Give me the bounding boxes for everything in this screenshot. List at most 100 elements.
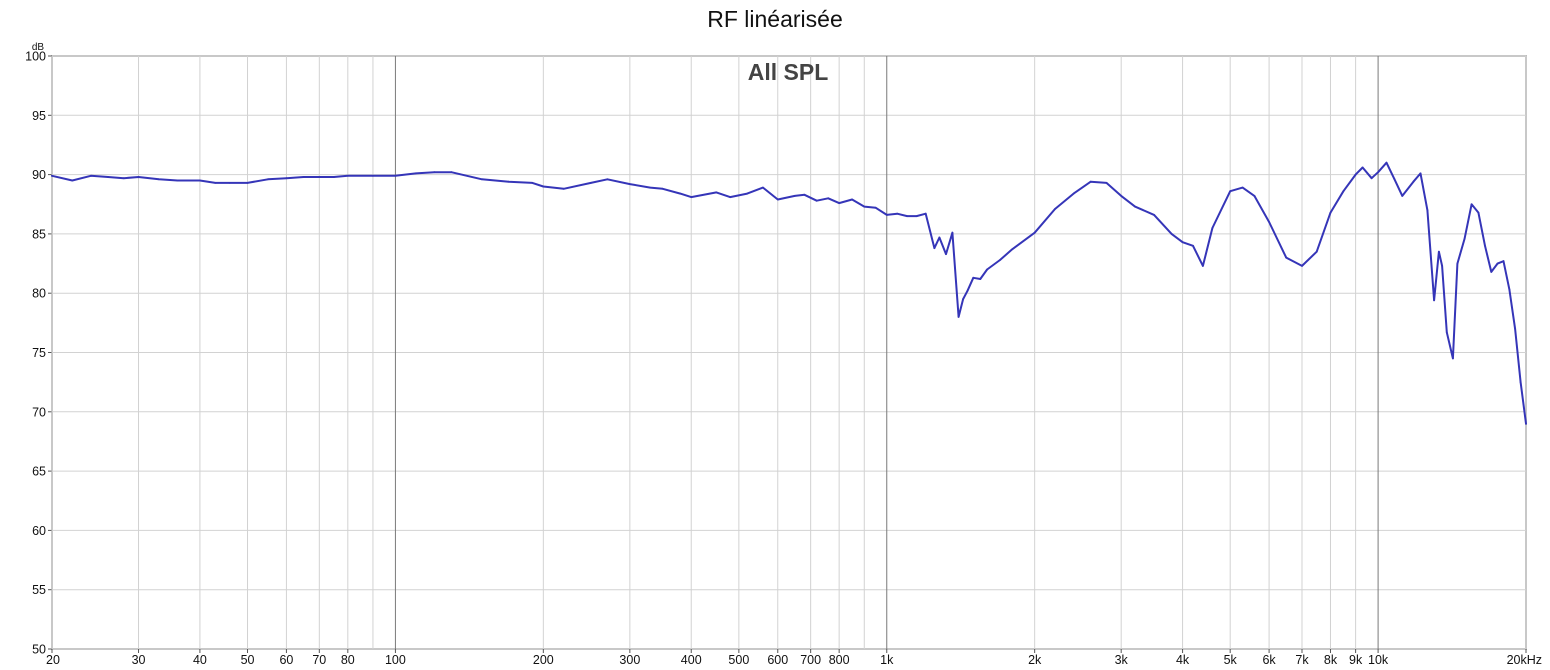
data-point <box>1441 265 1443 267</box>
x-tick-label: 4k <box>1176 653 1190 667</box>
data-point <box>1229 190 1232 193</box>
data-point <box>346 174 349 177</box>
data-point <box>1072 192 1075 195</box>
data-point <box>776 198 779 201</box>
x-tick-label: 80 <box>341 653 355 667</box>
y-axis-unit-label: dB <box>32 42 45 53</box>
x-tick-label: 3k <box>1115 653 1129 667</box>
data-point <box>90 174 92 177</box>
data-point <box>1033 231 1036 234</box>
x-tick-label: 800 <box>829 653 850 667</box>
data-point <box>1438 250 1440 253</box>
data-point <box>999 259 1001 261</box>
y-tick-label: 85 <box>32 227 46 241</box>
y-tick-label: 75 <box>32 346 46 360</box>
data-point <box>1385 161 1388 164</box>
data-point <box>827 197 830 200</box>
data-point <box>1393 178 1396 181</box>
data-point <box>1445 331 1448 334</box>
data-point <box>122 177 125 180</box>
x-tick-label: 7k <box>1295 653 1309 667</box>
data-point <box>1401 195 1404 197</box>
data-point <box>1502 260 1505 263</box>
data-point <box>1105 182 1108 184</box>
data-point <box>1054 208 1056 210</box>
x-tick-label: 400 <box>681 653 702 667</box>
data-point <box>1315 250 1318 253</box>
data-point <box>1519 381 1522 383</box>
data-point <box>1134 205 1136 208</box>
data-point <box>915 215 918 218</box>
series-line <box>51 161 1527 425</box>
x-tick-label: 300 <box>619 653 640 667</box>
data-point <box>729 196 731 199</box>
x-tick-label: 20kHz <box>1507 653 1542 667</box>
data-point <box>933 247 936 250</box>
data-point <box>746 192 749 195</box>
x-tick-label: 2k <box>1028 653 1042 667</box>
data-point <box>1011 248 1014 251</box>
data-point <box>762 186 764 189</box>
data-point <box>851 198 853 201</box>
data-point <box>951 231 954 234</box>
data-point <box>51 174 53 177</box>
data-point <box>793 195 796 197</box>
data-point <box>924 212 927 215</box>
y-tick-label: 100 <box>25 50 46 64</box>
x-tick-label: 500 <box>728 653 749 667</box>
x-tick-label: 6k <box>1262 653 1276 667</box>
data-point <box>1202 265 1204 267</box>
data-point <box>1192 244 1194 247</box>
data-point <box>507 180 510 183</box>
data-point <box>906 215 908 218</box>
x-tick-label: 60 <box>279 653 293 667</box>
x-tick-label: 30 <box>132 653 146 667</box>
data-point <box>450 171 453 174</box>
data-point <box>1419 172 1422 175</box>
data-point <box>1301 265 1303 267</box>
x-tick-label: 100 <box>385 653 406 667</box>
data-point <box>863 205 866 208</box>
data-point <box>715 191 718 194</box>
data-point <box>679 192 682 195</box>
data-point <box>1285 256 1288 259</box>
x-tick-label: 8k <box>1324 653 1338 667</box>
data-point <box>302 176 305 178</box>
data-point <box>1412 180 1415 183</box>
data-point <box>1514 327 1516 330</box>
data-point <box>1490 271 1493 273</box>
data-point <box>267 178 269 181</box>
x-tick-label: 600 <box>767 653 788 667</box>
x-tick-label: 20 <box>46 653 60 667</box>
y-tick-label: 50 <box>32 643 46 657</box>
data-point <box>938 236 941 239</box>
data-point <box>414 172 417 175</box>
data-point <box>945 253 947 256</box>
data-point <box>1181 241 1184 244</box>
y-tick-label: 65 <box>32 465 46 479</box>
data-point <box>1354 173 1357 176</box>
data-point <box>562 187 565 190</box>
x-tick-label: 5k <box>1224 653 1238 667</box>
data-point <box>246 182 249 184</box>
data-point <box>1253 195 1256 197</box>
y-tick-label: 60 <box>32 524 46 538</box>
data-point <box>1089 180 1092 183</box>
data-point <box>606 178 609 181</box>
data-point <box>590 182 592 184</box>
data-point <box>661 187 664 190</box>
chart-title: RF linéarisée <box>707 6 843 32</box>
data-point <box>542 185 545 188</box>
data-point <box>1470 203 1473 206</box>
data-point <box>228 182 231 184</box>
grid <box>48 55 1527 650</box>
data-point <box>158 178 160 181</box>
data-point <box>433 171 436 174</box>
data-point <box>1361 166 1364 169</box>
data-point <box>137 176 140 178</box>
series <box>51 161 1527 425</box>
data-point <box>1329 211 1332 214</box>
data-point <box>481 178 483 181</box>
data-point <box>1241 186 1244 189</box>
data-point <box>649 186 652 189</box>
